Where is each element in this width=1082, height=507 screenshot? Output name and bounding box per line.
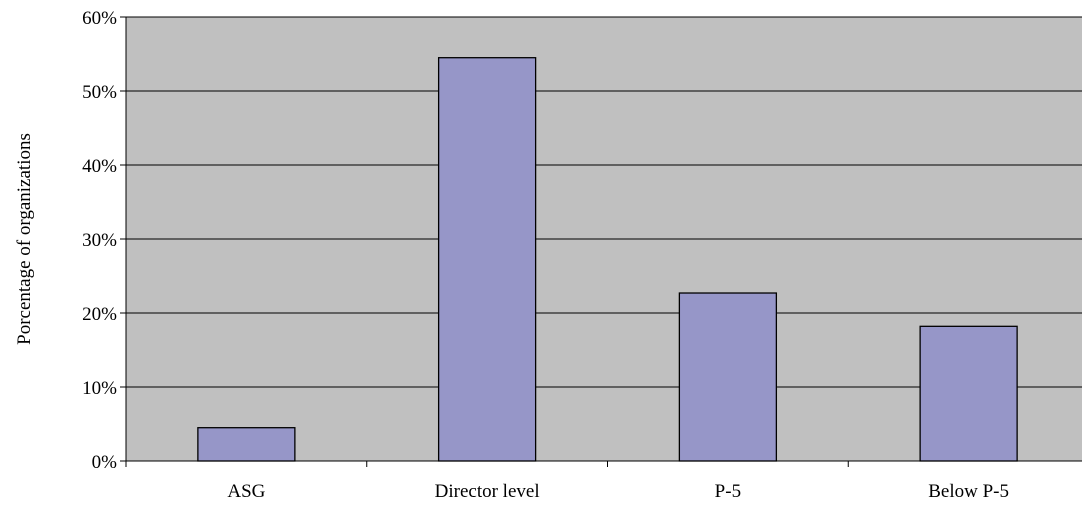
y-tick-label: 60% [82,8,117,29]
y-axis-title: Porcentage of organizations [14,133,35,345]
y-tick-label: 50% [82,82,117,103]
x-tick-label: ASG [227,481,265,502]
gridlines [126,16,1082,388]
y-tick-label: 0% [92,452,118,473]
bar-director-level [437,57,537,462]
y-tick-label: 30% [82,230,117,251]
y-axis-ticks: 0% 10% 20% 30% 40% 50% 60% [82,8,126,473]
bar-p-5 [678,292,778,462]
x-axis-ticks: ASG Director level P-5 Below P-5 [125,461,1009,502]
y-tick-label: 20% [82,304,117,325]
y-tick-label: 10% [82,378,117,399]
bar-asg [197,427,296,462]
bar-below-p-5 [919,325,1018,462]
x-tick-label: P-5 [715,481,741,502]
x-tick-label: Below P-5 [928,481,1009,502]
bars [197,57,1018,462]
x-tick-label: Director level [435,481,540,502]
y-tick-label: 40% [82,156,117,177]
